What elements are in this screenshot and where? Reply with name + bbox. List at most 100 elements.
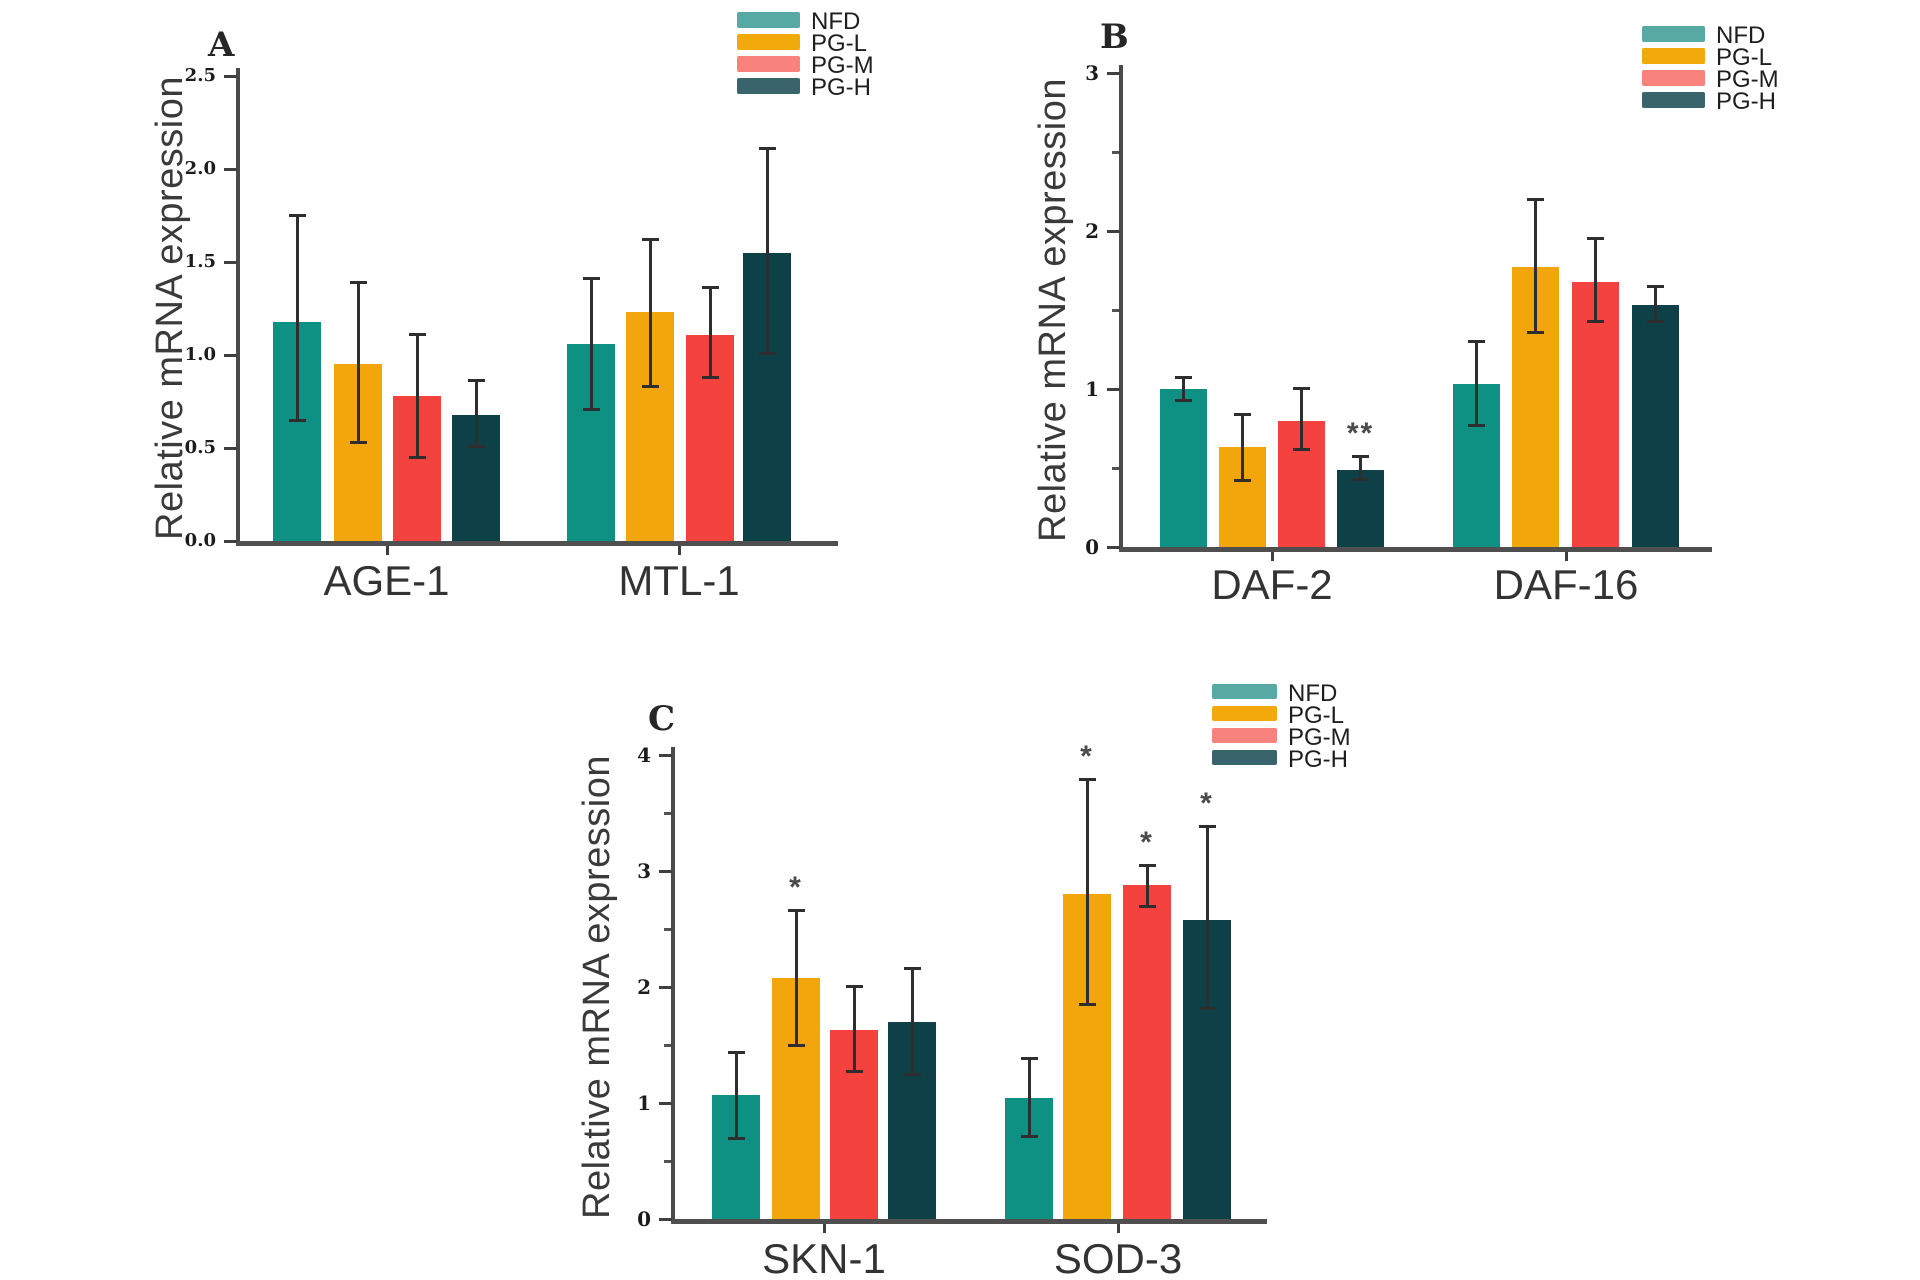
error-bar-pg-m-sod-3 [1145,864,1149,909]
panel-a-y-tick-label-0.5: 0.5 [184,436,216,458]
panel-c-y-axis [671,747,675,1224]
panel-c-y-tick-label-4: 4 [637,742,651,767]
panel-b-legend-label-pg-h: PG-H [1716,88,1776,115]
error-cap-bottom-pg-m-daf-2 [1293,447,1310,451]
error-bar-pg-m-skn-1 [852,984,856,1073]
error-bar-nfd-age-1 [295,213,299,422]
error-cap-bottom-pg-h-age-1 [467,445,485,448]
panel-b-legend-swatch-pg-h [1642,92,1705,108]
panel-a-group-label-MTL-1: MTL-1 [618,557,740,604]
panel-b-group-label-DAF-16: DAF-16 [1493,561,1639,608]
panel-c-group-label-SOD-3: SOD-3 [1053,1235,1183,1280]
panel-c-y-tick-0 [659,1218,672,1221]
error-cap-bottom-nfd-mtl-1 [582,407,600,411]
error-cap-top-pg-h-sod-3 [1198,824,1216,828]
panel-a-x-tick-MTL-1 [678,546,681,555]
error-cap-bottom-pg-l-daf-2 [1234,479,1251,483]
panel-c-legend-swatch-pg-m [1212,728,1277,743]
panel-c-y-tick-4 [659,754,672,757]
panel-b-x-axis [1119,547,1712,552]
error-cap-bottom-pg-m-skn-1 [845,1069,863,1073]
panel-b-y-tick-label-0: 0 [1085,534,1099,559]
error-cap-bottom-pg-m-daf-16 [1587,319,1604,323]
panel-c-y-tick-label-2: 2 [637,974,651,999]
panel-b-y-axis-title: Relative mRNA expression [1032,78,1074,542]
panel-a-y-tick-label-0.0: 0.0 [184,529,216,551]
panel-a-y-tick-2.5 [224,75,237,78]
panel-b-y-tick-3 [1107,72,1120,75]
error-bar-nfd-sod-3 [1027,1056,1031,1138]
panel-b-legend-label-pg-m: PG-M [1716,66,1779,93]
panel-a-legend-label-nfd: NFD [811,8,861,35]
panel-b-legend-label-pg-l: PG-L [1716,44,1773,71]
panel-b-y-minor-tick-1.5 [1112,309,1120,312]
panel-c-legend-label-pg-l: PG-L [1288,702,1345,729]
error-cap-bottom-nfd-daf-2 [1175,398,1192,402]
panel-a-letter: A [208,25,235,65]
error-cap-bottom-pg-l-mtl-1 [641,385,659,389]
panel-a-y-tick-1.0 [224,354,237,357]
panel-a-legend-label-pg-h: PG-H [811,74,871,101]
error-bar-pg-l-sod-3 [1085,778,1089,1006]
panel-b-y-tick-1 [1107,388,1120,391]
significance-pg-h-sod-3: * [1200,786,1214,820]
error-bar-pg-m-mtl-1 [708,286,712,380]
error-cap-bottom-pg-h-sod-3 [1198,1007,1216,1011]
panel-a-y-tick-0.0 [224,540,237,543]
error-cap-top-pg-l-skn-1 [787,909,805,913]
error-cap-top-pg-l-age-1 [349,280,367,284]
error-cap-bottom-nfd-sod-3 [1020,1134,1038,1138]
error-bar-pg-l-daf-2 [1241,412,1244,483]
bar-pg-h-daf-2 [1337,469,1384,547]
error-bar-pg-m-age-1 [415,332,419,460]
error-cap-top-pg-m-mtl-1 [701,286,719,290]
panel-c-x-tick-SOD-3 [1117,1224,1120,1233]
error-cap-bottom-pg-l-sod-3 [1078,1002,1096,1006]
panel-b-y-minor-tick-2.5 [1112,151,1120,154]
bar-pg-m-sod-3 [1123,884,1171,1219]
error-cap-top-pg-h-age-1 [467,379,485,383]
panel-c-y-tick-label-1: 1 [637,1090,651,1115]
error-cap-bottom-pg-m-mtl-1 [701,376,719,380]
error-bar-pg-m-daf-2 [1300,387,1303,451]
error-cap-bottom-nfd-daf-16 [1468,423,1485,427]
panel-b-legend-label-nfd: NFD [1716,22,1766,49]
panel-b-y-tick-0 [1107,546,1120,549]
error-bar-pg-l-daf-16 [1534,197,1537,334]
panel-a-y-tick-label-1.5: 1.5 [184,250,216,272]
panel-b-x-tick-DAF-2 [1271,552,1274,561]
panel-c-group-label-SKN-1: SKN-1 [762,1235,886,1280]
panel-a-y-axis [236,68,240,546]
panel-a-y-tick-0.5 [224,447,237,450]
error-bar-pg-h-age-1 [474,379,478,448]
error-cap-top-pg-m-daf-2 [1293,387,1310,391]
panel-b-y-axis [1119,65,1123,552]
panel-b-y-tick-label-2: 2 [1085,218,1099,243]
bar-pg-h-daf-16 [1632,305,1679,547]
error-cap-top-pg-h-daf-2 [1352,455,1369,459]
error-cap-top-pg-m-daf-16 [1587,237,1604,241]
error-cap-top-pg-l-mtl-1 [641,237,659,241]
significance-pg-m-sod-3: * [1140,826,1154,860]
error-cap-top-pg-m-sod-3 [1138,864,1156,868]
error-cap-top-pg-l-daf-2 [1234,412,1251,416]
error-cap-bottom-pg-m-age-1 [408,456,426,460]
error-cap-top-pg-m-skn-1 [845,984,863,988]
error-cap-top-nfd-daf-16 [1468,340,1485,344]
panel-c-y-minor-tick-3.5 [664,812,672,815]
panel-a-legend-label-pg-m: PG-M [811,52,874,79]
panel-c-legend-label-pg-h: PG-H [1288,746,1348,773]
panel-a-legend-swatch-pg-m [737,56,800,72]
panel-c-legend-swatch-pg-h [1212,750,1277,765]
panel-c-y-minor-tick-0.5 [664,1160,672,1163]
panel-b-y-tick-label-1: 1 [1085,376,1099,401]
error-bar-nfd-daf-16 [1475,340,1478,427]
significance-pg-l-skn-1: * [789,871,803,905]
error-cap-top-pg-l-daf-16 [1527,197,1544,201]
error-cap-bottom-pg-h-daf-16 [1647,319,1664,323]
error-cap-top-pg-h-daf-16 [1647,284,1664,288]
panel-c-legend-label-pg-m: PG-M [1288,724,1351,751]
error-cap-top-nfd-daf-2 [1175,376,1192,380]
panel-c-y-minor-tick-1.5 [664,1044,672,1047]
